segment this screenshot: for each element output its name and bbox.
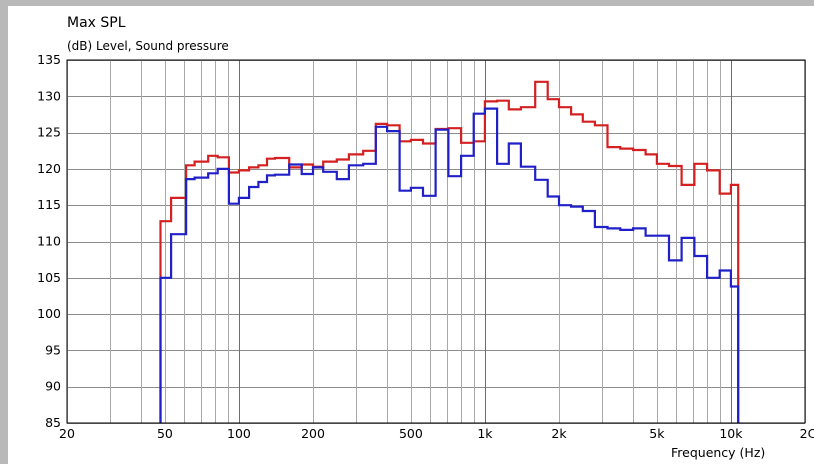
- x-tick-label: 50: [157, 426, 173, 441]
- plot-frame: [66, 59, 806, 424]
- series-layer: [159, 80, 740, 423]
- y-tick-label: 135: [37, 52, 61, 67]
- y-tick-label: 110: [37, 234, 61, 249]
- y-tick-label: 130: [37, 88, 61, 103]
- chart-title: Max SPL: [67, 15, 126, 31]
- y-tick-label: 115: [37, 197, 61, 212]
- x-tick-label: 200: [301, 426, 325, 441]
- y-tick-label: 100: [37, 306, 61, 321]
- y-tick-label: 95: [45, 342, 61, 357]
- chart-panel: Max SPL (dB) Level, Sound pressure 135 13…: [8, 6, 814, 464]
- y-tick-label: 90: [45, 379, 61, 394]
- y-axis-label: (dB) Level, Sound pressure: [67, 39, 229, 53]
- x-tick-labels: 20 50 100 200 500 1k 2k 5k 10k 2C: [59, 426, 814, 441]
- y-tick-label: 105: [37, 270, 61, 285]
- x-tick-label: 2C: [800, 426, 814, 441]
- y-tick-labels: 135 130 125 120 115 110 105 100 95 90 85: [37, 52, 61, 430]
- y-tick-label: 120: [37, 161, 61, 176]
- x-tick-label: 1k: [477, 426, 493, 441]
- y-tick-label: 125: [37, 125, 61, 140]
- series-line-2: [159, 107, 740, 423]
- x-tick-label: 500: [399, 426, 423, 441]
- y-tick-label: 85: [45, 415, 61, 430]
- x-tick-label: 10k: [719, 426, 743, 441]
- spl-chart: Max SPL (dB) Level, Sound pressure 13513…: [37, 15, 814, 460]
- x-axis-label: Frequency (Hz): [671, 445, 765, 460]
- x-tick-label: 100: [227, 426, 251, 441]
- x-tick-label: 2k: [551, 426, 567, 441]
- x-tick-label: 20: [59, 426, 75, 441]
- x-tick-label: 5k: [649, 426, 665, 441]
